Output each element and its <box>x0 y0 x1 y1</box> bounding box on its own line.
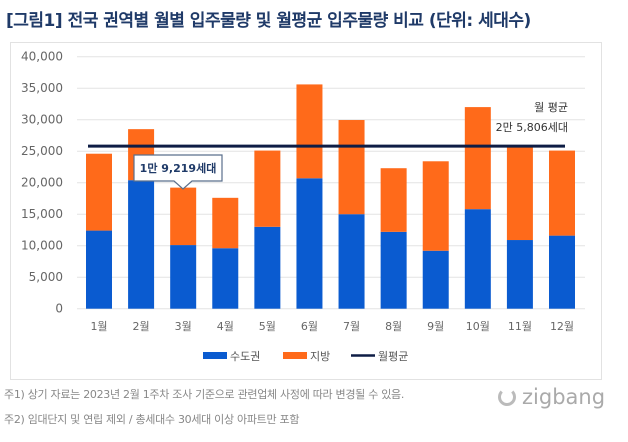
callout-box <box>133 154 223 190</box>
bar-지방 <box>212 197 239 249</box>
footnote-1: 주1) 상기 자료는 2023년 2월 1주차 조사 기준으로 관련업체 사정에… <box>4 388 405 401</box>
bar-수도권 <box>128 180 155 309</box>
y-tick-label: 35,000 <box>21 81 63 95</box>
x-tick-label: 4월 <box>217 320 234 333</box>
y-tick-label: 40,000 <box>21 50 63 64</box>
x-tick-label: 9월 <box>427 320 444 333</box>
bar-지방 <box>380 168 407 232</box>
bar-수도권 <box>296 178 323 309</box>
x-tick-label: 8월 <box>385 320 402 333</box>
x-tick-label: 3월 <box>175 320 192 333</box>
bar-수도권 <box>86 230 112 309</box>
average-value-label: 2만 5,806세대 <box>496 121 568 134</box>
legend-swatch-지방 <box>283 352 307 359</box>
bar-수도권 <box>549 235 575 309</box>
x-tick-label: 7월 <box>343 320 360 333</box>
chart-frame <box>10 42 602 380</box>
zigbang-logo: zigbang <box>498 385 605 409</box>
bar-지방 <box>296 84 323 179</box>
legend-label: 월평균 <box>378 350 408 363</box>
bar-수도권 <box>506 240 533 309</box>
bar-수도권 <box>254 226 281 309</box>
callout-label: 1만 9,219세대 <box>140 161 217 175</box>
bar-수도권 <box>380 231 407 309</box>
bar-수도권 <box>212 248 239 309</box>
bar-지방 <box>86 153 112 231</box>
x-tick-label: 6월 <box>301 320 318 333</box>
zigbang-logo-icon <box>498 388 516 406</box>
bar-지방 <box>506 146 533 241</box>
legend-label: 지방 <box>310 350 330 363</box>
x-tick-label: 12월 <box>550 320 574 333</box>
y-tick-label: 0 <box>55 302 63 316</box>
y-tick-label: 15,000 <box>21 207 63 221</box>
bar-지방 <box>549 150 575 236</box>
y-tick-label: 5,000 <box>29 270 63 284</box>
bar-지방 <box>338 120 365 215</box>
legend-swatch-수도권 <box>203 352 227 359</box>
chart-title: [그림1] 전국 권역별 월별 입주물량 및 월평균 입주물량 비교 (단위: … <box>6 11 531 31</box>
y-tick-label: 10,000 <box>21 239 63 253</box>
y-tick-label: 30,000 <box>21 113 63 127</box>
bar-지방 <box>170 187 197 246</box>
bar-수도권 <box>422 250 449 309</box>
average-label: 월 평균 <box>534 101 568 114</box>
bar-수도권 <box>170 245 197 309</box>
x-tick-label: 2월 <box>133 320 150 333</box>
x-tick-label: 10월 <box>466 320 490 333</box>
bar-지방 <box>254 150 281 227</box>
bar-수도권 <box>464 209 491 309</box>
y-tick-label: 25,000 <box>21 144 63 158</box>
bar-지방 <box>422 161 449 251</box>
legend-label: 수도권 <box>230 350 260 363</box>
logo-text: zigbang <box>522 385 606 409</box>
x-tick-label: 11월 <box>508 320 532 333</box>
x-tick-label: 5월 <box>259 320 276 333</box>
bar-지방 <box>464 107 491 210</box>
footnote-2: 주2) 임대단지 및 연립 제외 / 총세대수 30세대 이상 아파트만 포함 <box>4 413 300 426</box>
x-tick-label: 1월 <box>90 320 107 333</box>
y-tick-label: 20,000 <box>21 176 63 190</box>
bar-수도권 <box>338 214 365 309</box>
